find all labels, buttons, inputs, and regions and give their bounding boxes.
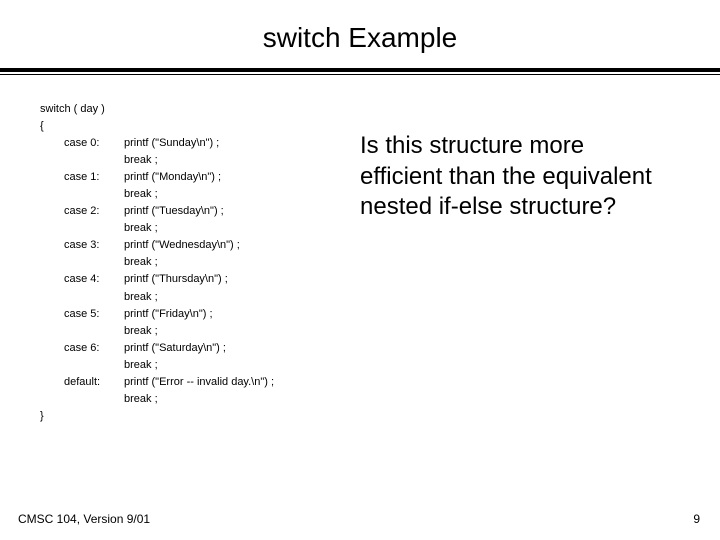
footer-course: CMSC 104, Version 9/01 [18,512,150,526]
case-label: case 4: [40,271,124,288]
footer-page-number: 9 [693,512,700,526]
code-break: break ; [40,357,370,374]
code-case: case 5: printf ("Friday\n") ; [40,306,370,323]
code-switch-decl: switch ( day ) [40,101,370,118]
code-case: case 0: printf ("Sunday\n") ; [40,135,370,152]
code-case: case 6: printf ("Saturday\n") ; [40,340,370,357]
case-stmt: printf ("Sunday\n") ; [124,135,370,152]
code-break: break ; [40,323,370,340]
case-label: case 0: [40,135,124,152]
code-break: break ; [40,254,370,271]
case-label: default: [40,374,124,391]
case-label: case 3: [40,237,124,254]
body-area: switch ( day ) { case 0: printf ("Sunday… [0,75,720,475]
code-break: break ; [40,186,370,203]
code-open-brace: { [40,118,370,135]
code-break: break ; [40,391,370,408]
case-label: case 6: [40,340,124,357]
case-stmt: printf ("Tuesday\n") ; [124,203,370,220]
code-break: break ; [40,289,370,306]
title-underline [0,68,720,75]
case-stmt: printf ("Thursday\n") ; [124,271,370,288]
code-case: case 1: printf ("Monday\n") ; [40,169,370,186]
code-break: break ; [40,220,370,237]
case-stmt: printf ("Monday\n") ; [124,169,370,186]
code-case: case 3: printf ("Wednesday\n") ; [40,237,370,254]
case-stmt: printf ("Friday\n") ; [124,306,370,323]
case-stmt: printf ("Wednesday\n") ; [124,237,370,254]
code-case: case 4: printf ("Thursday\n") ; [40,271,370,288]
question-text: Is this structure more efficient than th… [360,131,670,223]
code-case: default: printf ("Error -- invalid day.\… [40,374,370,391]
case-label: case 5: [40,306,124,323]
case-stmt: printf ("Saturday\n") ; [124,340,370,357]
code-break: break ; [40,152,370,169]
case-label: case 1: [40,169,124,186]
code-block: switch ( day ) { case 0: printf ("Sunday… [40,101,370,425]
code-case: case 2: printf ("Tuesday\n") ; [40,203,370,220]
case-stmt: printf ("Error -- invalid day.\n") ; [124,374,370,391]
code-close-brace: } [40,408,370,425]
rule-thick [0,68,720,72]
slide-title: switch Example [0,0,720,68]
case-label: case 2: [40,203,124,220]
